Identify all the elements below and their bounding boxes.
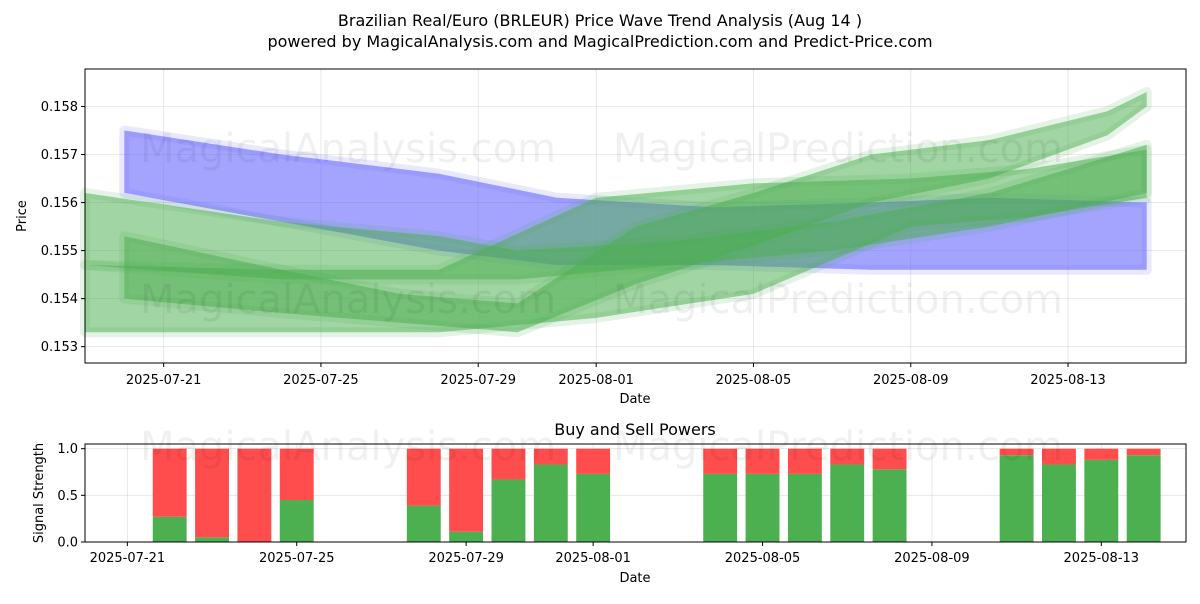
- buy-bar: [576, 473, 611, 542]
- watermark-prediction-2: MagicalPrediction.com: [613, 277, 1063, 323]
- signal-plot-frame: [84, 443, 1187, 543]
- buy-bar: [999, 455, 1034, 542]
- sell-bar: [1126, 448, 1161, 456]
- sell-bar: [152, 448, 187, 517]
- signal-x-tick-label: 2025-08-09: [894, 551, 970, 566]
- price-x-tick-label: 2025-07-29: [440, 373, 516, 388]
- signal-chart-title: Buy and Sell Powers: [554, 420, 716, 439]
- price-bands: [80, 87, 1152, 338]
- price-y-tick-label: 0.155: [41, 244, 78, 259]
- watermark-prediction: MagicalPrediction.com: [613, 126, 1063, 172]
- price-y-tick-label: 0.154: [41, 292, 78, 307]
- watermark-analysis: MagicalAnalysis.com: [140, 126, 556, 172]
- signal-bars: [152, 448, 1161, 542]
- sell-bar: [279, 448, 314, 500]
- buy-bar: [533, 464, 568, 542]
- sell-bar: [1042, 448, 1076, 465]
- buy-bar: [449, 531, 484, 542]
- sell-bar: [999, 448, 1034, 456]
- price-band-1: [124, 92, 1147, 333]
- signal-x-ticks: 2025-07-21 2025-07-25 2025-07-29 2025-08-01…: [90, 542, 1140, 566]
- signal-y-axis-label: Signal Strength: [32, 443, 47, 543]
- signal-x-tick-label: 2025-08-05: [725, 551, 801, 566]
- buy-bar: [406, 505, 441, 542]
- price-y-axis-label: Price: [15, 200, 30, 232]
- sell-bar: [703, 448, 738, 474]
- signal-y-ticks: 0.0 0.5 1.0: [57, 442, 85, 551]
- sell-bar: [491, 448, 526, 480]
- watermark-analysis-2: MagicalAnalysis.com: [140, 277, 556, 323]
- price-x-ticks: 2025-07-21 2025-07-25 2025-07-29 2025-08-01…: [126, 363, 1106, 388]
- signal-x-axis-label: Date: [619, 571, 650, 586]
- price-band-halo-2: [80, 139, 1152, 285]
- sell-bar: [872, 448, 907, 470]
- sell-bar: [237, 448, 272, 542]
- price-y-ticks: 0.153 0.154 0.155 0.156 0.157 0.158: [41, 100, 85, 355]
- buy-bar: [830, 464, 865, 542]
- sell-bar: [576, 448, 611, 474]
- price-band-halo-3: [80, 144, 1152, 338]
- price-y-tick-label: 0.158: [41, 100, 78, 115]
- buy-bar: [195, 537, 229, 542]
- price-x-axis-label: Date: [619, 392, 650, 407]
- signal-x-tick-label: 2025-08-13: [1064, 551, 1140, 566]
- buy-bar: [152, 516, 187, 542]
- price-band-halo-1: [119, 87, 1152, 338]
- buy-bar: [1042, 464, 1076, 542]
- signal-x-tick-label: 2025-08-01: [555, 551, 631, 566]
- sell-bar: [830, 448, 865, 465]
- signal-chart-panel: Buy and Sell Powers MagicalAnalysis.com …: [32, 420, 1187, 586]
- price-y-tick-label: 0.157: [41, 148, 78, 163]
- signal-y-tick-label: 0.5: [57, 489, 78, 504]
- buy-bar: [787, 473, 822, 542]
- price-band-3: [85, 149, 1147, 333]
- watermark-prediction-3: MagicalPrediction.com: [613, 424, 1063, 470]
- price-x-tick-label: 2025-08-09: [873, 373, 949, 388]
- buy-bar: [1084, 459, 1119, 542]
- price-y-tick-label: 0.153: [41, 340, 78, 355]
- signal-x-tick-label: 2025-07-25: [259, 551, 335, 566]
- signal-y-tick-label: 0.0: [57, 536, 78, 551]
- price-plot-frame: [84, 68, 1187, 364]
- sell-bar: [406, 448, 441, 506]
- price-x-tick-label: 2025-08-13: [1030, 373, 1106, 388]
- signal-x-tick-label: 2025-07-29: [428, 551, 504, 566]
- buy-bar: [1126, 455, 1161, 542]
- buy-bar: [703, 473, 738, 542]
- signal-x-tick-label: 2025-07-21: [90, 551, 166, 566]
- sell-bar: [745, 448, 780, 474]
- price-x-tick-label: 2025-08-05: [716, 373, 792, 388]
- buy-bar: [279, 500, 314, 542]
- chart-title: Brazilian Real/Euro (BRLEUR) Price Wave …: [338, 11, 862, 30]
- sell-bar: [787, 448, 822, 474]
- price-y-tick-label: 0.156: [41, 196, 78, 211]
- sell-bar: [449, 448, 484, 532]
- price-chart-panel: MagicalAnalysis.com MagicalPrediction.co…: [15, 68, 1187, 407]
- sell-bar: [195, 448, 229, 538]
- sell-bar: [1084, 448, 1119, 460]
- buy-bar: [491, 479, 526, 542]
- signal-y-tick-label: 1.0: [57, 442, 78, 457]
- price-x-tick-label: 2025-07-21: [126, 373, 202, 388]
- sell-bar: [533, 448, 568, 465]
- buy-bar: [872, 469, 907, 542]
- watermark-analysis-3: MagicalAnalysis.com: [140, 424, 556, 470]
- price-band-2: [85, 144, 1147, 280]
- price-x-tick-label: 2025-08-01: [558, 373, 634, 388]
- price-x-tick-label: 2025-07-25: [283, 373, 359, 388]
- buy-bar: [745, 473, 780, 542]
- chart-subtitle: powered by MagicalAnalysis.com and Magic…: [267, 32, 932, 51]
- price-band-0: [124, 130, 1147, 270]
